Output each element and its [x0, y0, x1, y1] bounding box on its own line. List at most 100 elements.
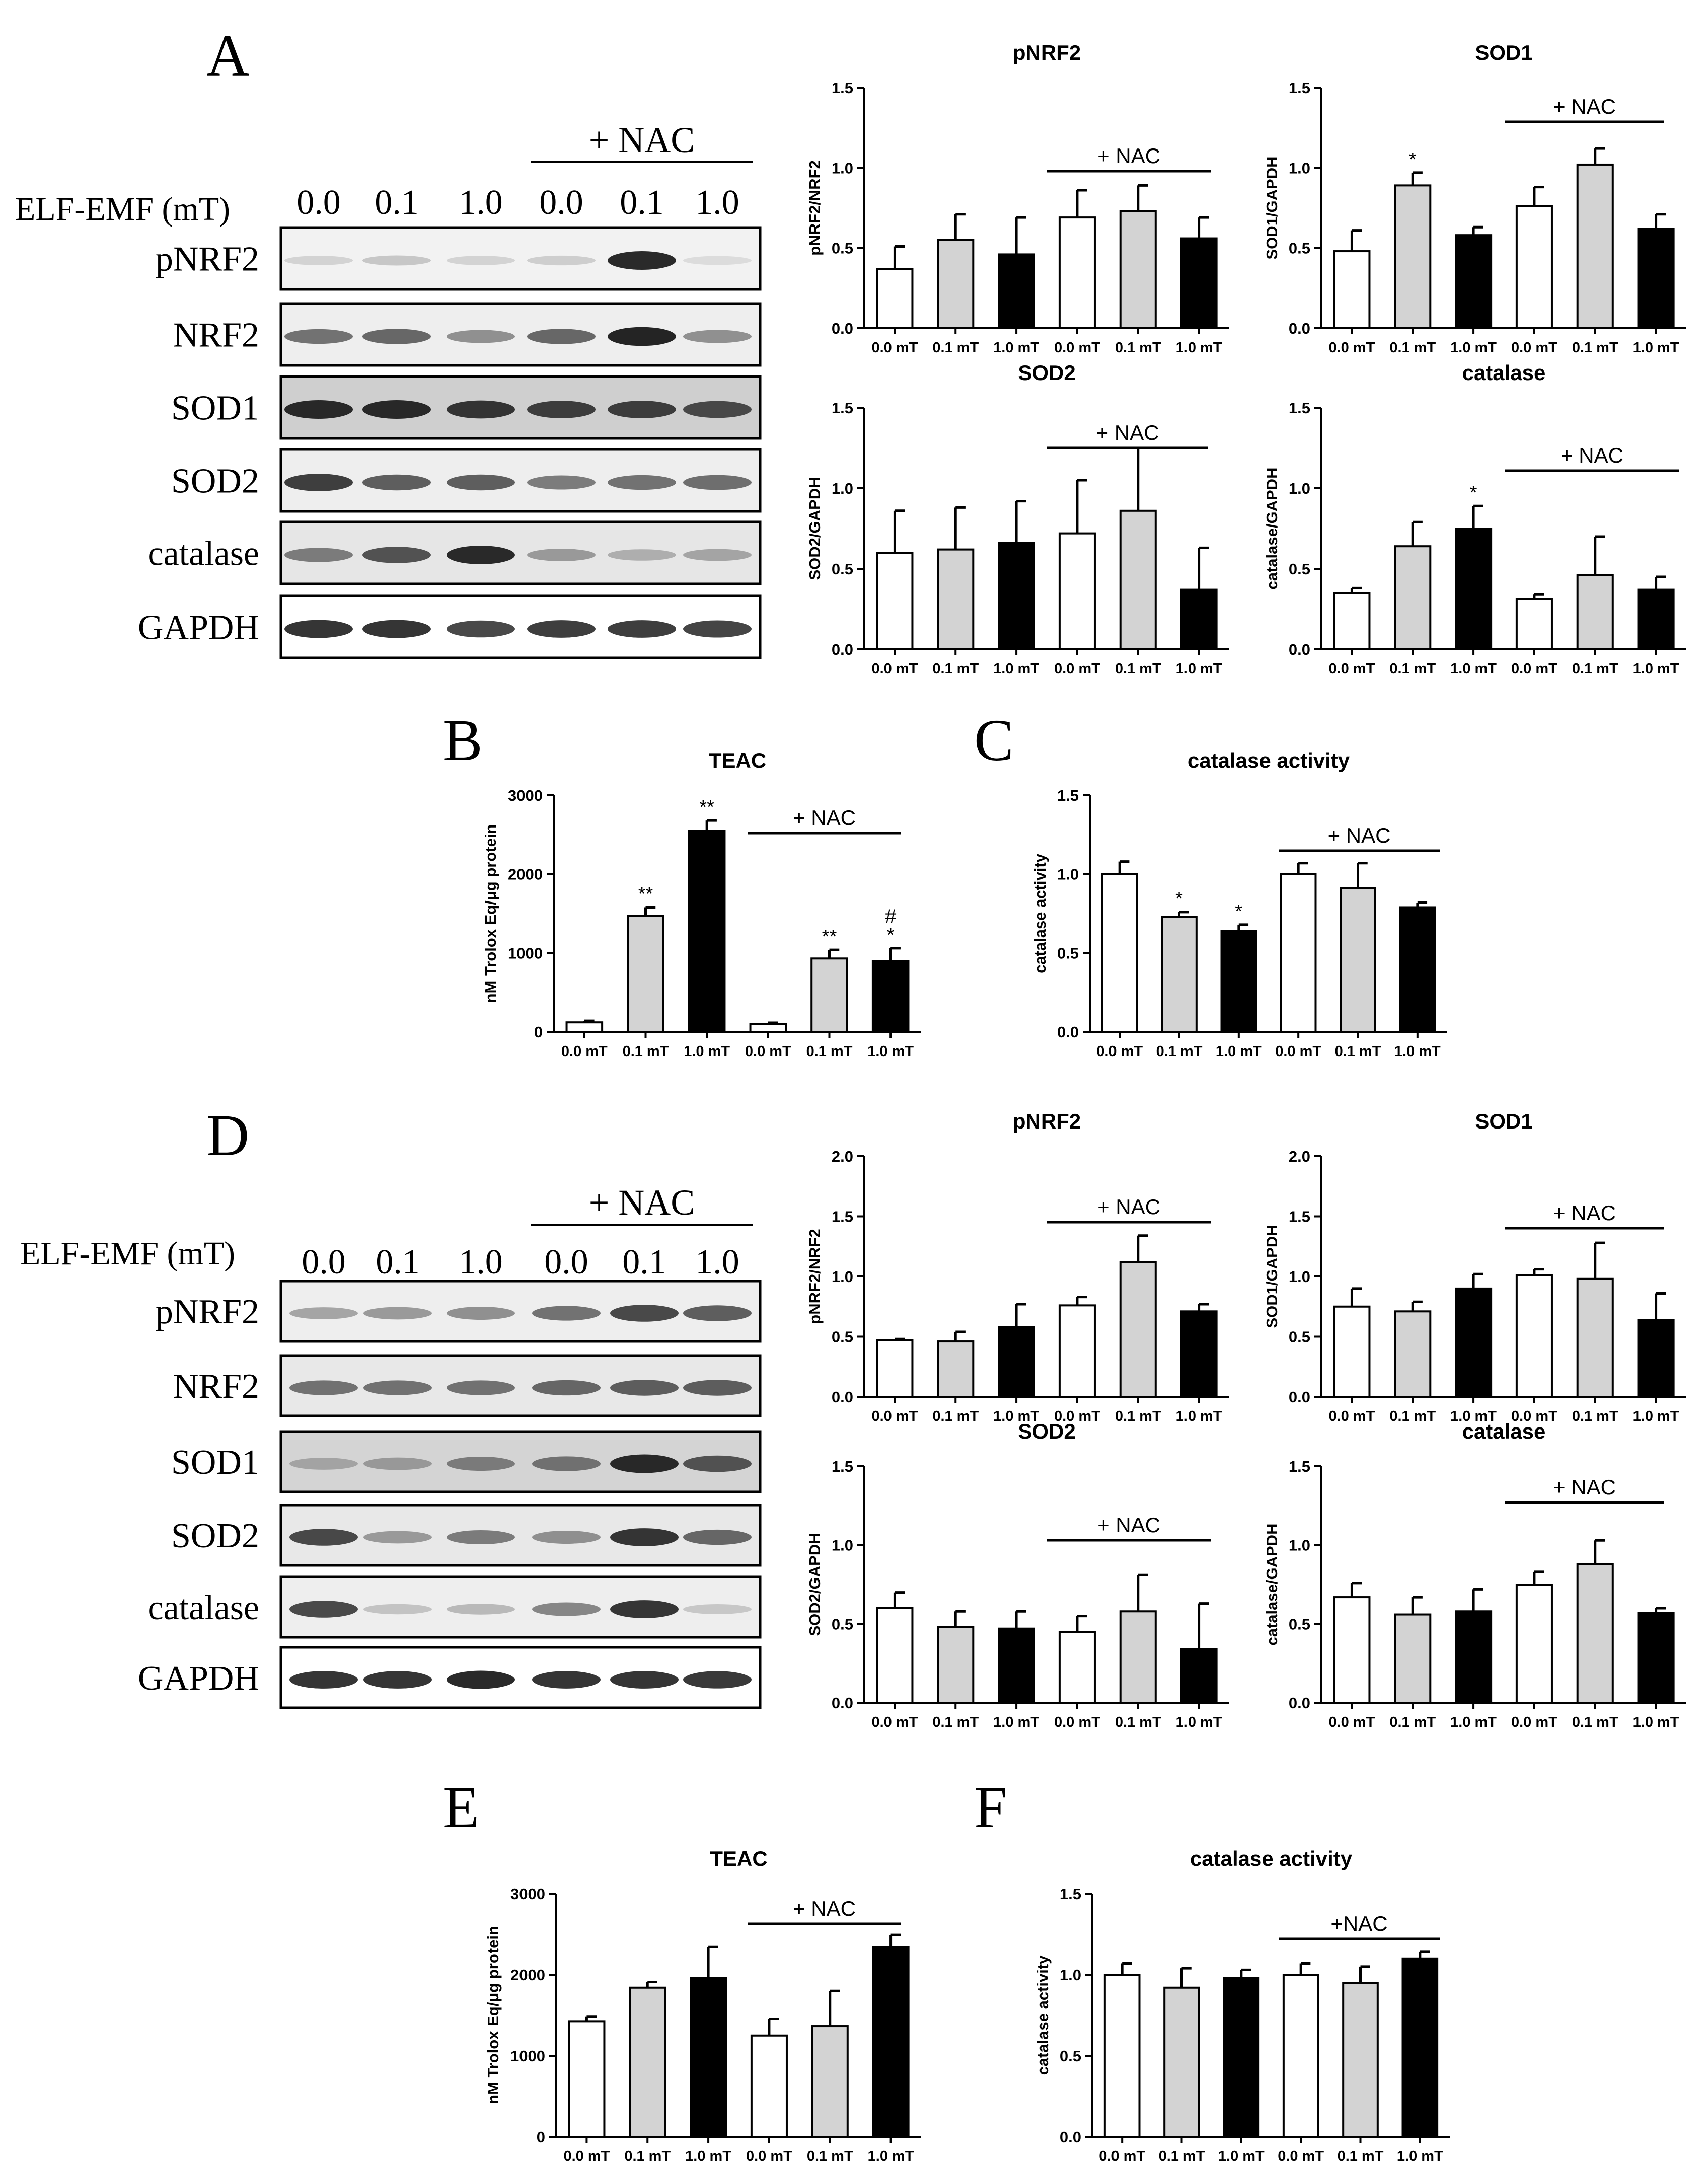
- blot-row-label: GAPDH: [138, 1659, 259, 1698]
- y-tick-label: 0.5: [1289, 240, 1310, 257]
- bar-3: [688, 830, 726, 1033]
- chart-D-catalase: catalase 0.0 0.5 1.0 1.5 catalase/GAPDH 0.0 mT…: [1263, 1419, 1686, 1731]
- x-tick-label: 0.0 mT: [1511, 340, 1557, 356]
- bar-3: [1220, 930, 1257, 1033]
- chart-title: SOD2: [1018, 361, 1075, 385]
- significance-mark: **: [638, 883, 653, 905]
- chart-C-catalase-activity: catalase activity 0.0 0.5 1.0 1.5 catalase ac…: [1031, 748, 1447, 1060]
- bar-4: [1515, 1584, 1553, 1704]
- bar-6: [872, 1946, 910, 2138]
- nac-label: +NAC: [1330, 1912, 1387, 1935]
- blot-band: [362, 329, 431, 344]
- blot-strip: [279, 1504, 762, 1567]
- x-tick-label: 0.0 mT: [871, 1408, 918, 1424]
- bar-5: [1576, 1563, 1614, 1704]
- x-tick-label: 0.0 mT: [563, 2148, 610, 2164]
- y-tick-label: 2000: [510, 1966, 545, 1984]
- x-tick-label: 1.0 mT: [993, 661, 1039, 677]
- bar-3: [1455, 1287, 1493, 1398]
- blot-band: [289, 1601, 358, 1618]
- bar-charts-layer: pNRF2 0.0 0.5 1.0 1.5 pNRF2/NRF2 0.0 mT 0.1 mT 1…: [482, 41, 1686, 2164]
- blot-band: [532, 1602, 601, 1616]
- chart-title: catalase: [1462, 361, 1546, 385]
- bar-5: [1576, 1277, 1614, 1398]
- blot-band: [362, 620, 431, 638]
- blot-band: [610, 1380, 679, 1396]
- x-tick-label: 1.0 mT: [993, 1714, 1039, 1731]
- chart-A-SOD2: SOD2 0.0 0.5 1.0 1.5 SOD2/GAPDH 0.0 mT 0.1 mT 1.…: [806, 361, 1229, 677]
- x-tick-label: 0.1 mT: [1115, 661, 1161, 677]
- y-tick-label: 1.5: [1289, 399, 1310, 417]
- x-tick-label: 0.1 mT: [806, 1043, 853, 1060]
- blot-row-label: catalase: [148, 535, 259, 573]
- y-axis-label: SOD2/GAPDH: [806, 477, 824, 580]
- x-tick-label: 1.0 mT: [1176, 661, 1222, 677]
- chart-title: catalase: [1462, 1419, 1546, 1443]
- x-tick-label: 1.0 mT: [1397, 2148, 1443, 2164]
- bar-1: [1333, 1596, 1371, 1704]
- bar-1: [876, 1607, 914, 1704]
- bar-5: [811, 2025, 849, 2138]
- bar-2: [1394, 545, 1432, 650]
- y-tick-label: 1000: [508, 944, 543, 962]
- bar-3: [690, 1977, 727, 2138]
- y-tick-label: 1.5: [832, 1458, 853, 1475]
- bar-5: [1576, 163, 1614, 329]
- x-tick-label: 1.0 mT: [1450, 1408, 1497, 1424]
- blot-band: [610, 1671, 679, 1689]
- blot-band: [683, 475, 752, 490]
- blot-band: [363, 1531, 432, 1544]
- bar-2: [1394, 184, 1432, 329]
- y-tick-label: 0.5: [832, 560, 853, 578]
- x-tick-label: 1.0 mT: [993, 1408, 1039, 1424]
- blot-strip: [279, 520, 762, 585]
- blot-band: [447, 1307, 515, 1320]
- bar-2: [937, 548, 975, 650]
- bar-6: [1180, 1310, 1218, 1398]
- blot-row-label: NRF2: [173, 1367, 259, 1406]
- y-tick-label: 0.5: [832, 1615, 853, 1633]
- blot-band: [362, 547, 431, 563]
- x-tick-label: 0.0 mT: [1328, 1714, 1375, 1731]
- x-tick-label: 1.0 mT: [1176, 340, 1222, 356]
- y-tick-label: 0.5: [1060, 2047, 1081, 2065]
- y-axis-label: catalase/GAPDH: [1263, 1524, 1281, 1646]
- x-tick-label: 0.0 mT: [1054, 1714, 1100, 1731]
- blot-nac-label: + NAC: [589, 1182, 695, 1223]
- panel-letter-F: F: [974, 1774, 1007, 1840]
- y-tick-label: 1.5: [1289, 1208, 1310, 1226]
- bar-3: [998, 542, 1035, 651]
- blot-band: [284, 474, 353, 491]
- x-tick-label: 0.1 mT: [1338, 2148, 1384, 2164]
- bar-1: [876, 268, 914, 329]
- bar-4: [1280, 873, 1317, 1033]
- bar-4: [1515, 598, 1553, 651]
- blot-strip: [279, 1646, 762, 1709]
- x-tick-label: 0.1 mT: [932, 661, 979, 677]
- x-tick-label: 1.0 mT: [993, 340, 1039, 356]
- y-tick-label: 2.0: [1289, 1148, 1310, 1165]
- blot-row-label: catalase: [148, 1589, 259, 1627]
- bar-6: [1399, 906, 1436, 1033]
- blot-band: [532, 1671, 601, 1689]
- chart-A-catalase: catalase 0.0 0.5 1.0 1.5 catalase/GAPDH 0.0 mT…: [1263, 361, 1686, 677]
- bar-4: [750, 2034, 788, 2138]
- panel-letter-C: C: [974, 707, 1014, 773]
- y-tick-label: 1.0: [1289, 480, 1310, 497]
- chart-title: SOD1: [1475, 41, 1532, 64]
- bar-4: [1058, 1304, 1096, 1398]
- blot-band: [447, 620, 515, 638]
- bar-6: [1637, 228, 1675, 329]
- bar-6: [1637, 1612, 1675, 1704]
- blot-lane-label: 0.1: [622, 1243, 666, 1282]
- blot-band: [610, 1454, 679, 1473]
- x-tick-label: 0.0 mT: [871, 1714, 918, 1731]
- x-tick-label: 1.0 mT: [1450, 661, 1497, 677]
- y-tick-label: 1.0: [1057, 866, 1079, 883]
- y-axis-label: SOD2/GAPDH: [806, 1533, 824, 1636]
- blot-band: [527, 475, 596, 490]
- x-tick-label: 1.0 mT: [867, 1043, 914, 1060]
- blot-band: [683, 1529, 752, 1545]
- x-tick-label: 0.0 mT: [746, 2148, 792, 2164]
- bar-4: [1515, 205, 1553, 329]
